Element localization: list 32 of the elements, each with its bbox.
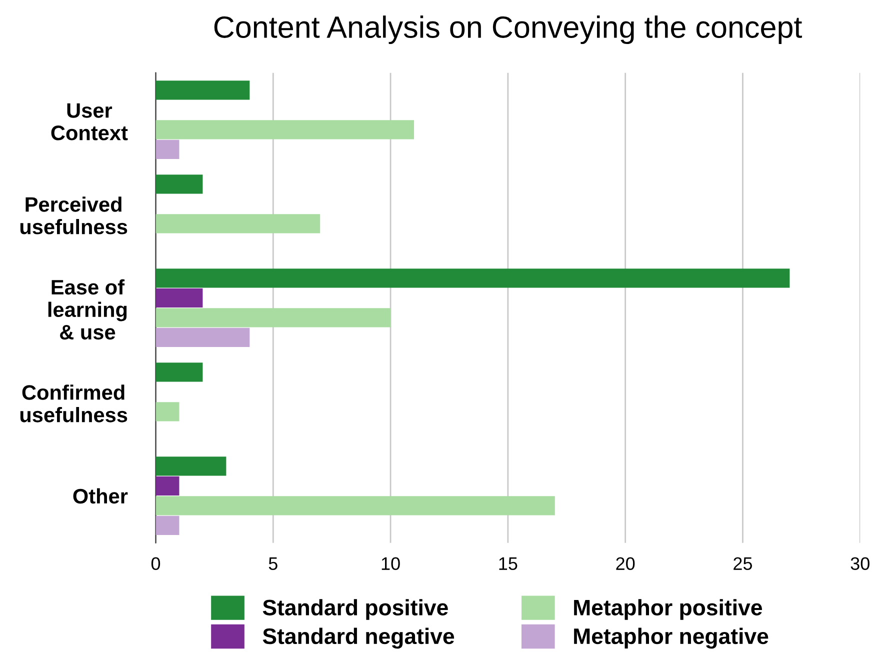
x-tick-label: 30 <box>850 557 870 570</box>
legend-label: Standard negative <box>262 628 454 649</box>
bar <box>156 80 250 100</box>
x-tick-label: 25 <box>734 557 752 570</box>
bar <box>156 268 790 288</box>
y-tick-label: Other <box>73 488 128 504</box>
bar <box>156 328 250 348</box>
bar <box>156 308 391 328</box>
bar <box>156 214 320 234</box>
x-tick-label: 20 <box>616 557 635 570</box>
bar <box>156 288 203 308</box>
y-tick-label: Ease of learning & use <box>48 279 127 340</box>
bar <box>156 120 414 140</box>
bar <box>156 456 226 476</box>
legend-label: Metaphor positive <box>574 599 762 620</box>
bar <box>156 476 180 496</box>
x-tick-label: 0 <box>151 557 160 570</box>
bar <box>156 496 555 516</box>
x-tick-label: 15 <box>499 557 518 570</box>
bar <box>156 402 180 422</box>
x-tick-label: 10 <box>382 557 400 570</box>
y-tick-label: Confirmed usefulness <box>20 384 128 422</box>
y-tick-label: Perceived usefulness <box>20 196 128 234</box>
legend-label: Metaphor negative <box>574 628 768 649</box>
bar <box>156 516 180 536</box>
bar <box>156 140 180 160</box>
bar <box>156 174 203 194</box>
bar <box>156 362 203 382</box>
chart-title: Content Analysis on Conveying the concept <box>214 16 802 44</box>
legend-label: Standard positive <box>262 599 448 620</box>
x-tick-label: 5 <box>268 557 278 570</box>
y-tick-label: User Context <box>51 103 128 140</box>
